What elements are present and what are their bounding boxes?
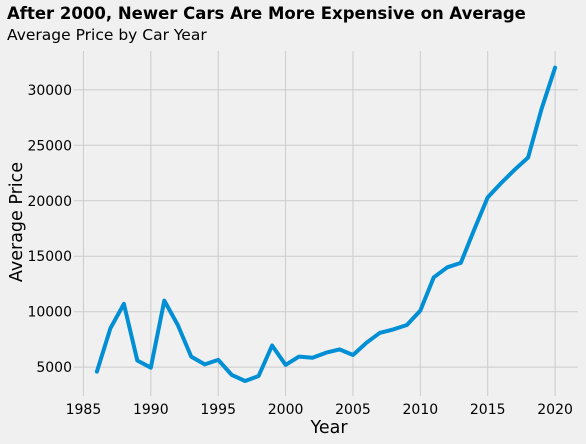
x-tick-label: 1990 [133, 402, 169, 418]
y-tick-label: 25000 [27, 138, 72, 154]
x-tick-label: 2020 [537, 402, 573, 418]
x-tick-label: 2000 [268, 402, 304, 418]
chart-title: After 2000, Newer Cars Are More Expensiv… [7, 4, 526, 23]
x-tick-label: 2010 [403, 402, 439, 418]
y-tick-label: 10000 [27, 305, 72, 321]
x-tick-label: 2005 [335, 402, 371, 418]
x-tick-label: 1985 [66, 402, 102, 418]
y-axis-label: Average Price [7, 162, 27, 282]
y-axis-ticks: 5000 10000 15000 20000 25000 30000 [27, 83, 72, 376]
grid [74, 51, 578, 396]
y-tick-label: 5000 [36, 360, 72, 376]
x-tick-label: 2015 [470, 402, 506, 418]
x-tick-label: 1995 [200, 402, 236, 418]
y-tick-label: 20000 [27, 194, 72, 210]
y-tick-label: 30000 [27, 83, 72, 99]
x-axis-ticks: 1985 1990 1995 2000 2005 2010 2015 2020 [66, 402, 573, 418]
chart-subtitle: Average Price by Car Year [7, 26, 207, 44]
x-axis-label: Year [309, 418, 348, 438]
series-line [94, 65, 558, 383]
y-tick-label: 15000 [27, 249, 72, 265]
